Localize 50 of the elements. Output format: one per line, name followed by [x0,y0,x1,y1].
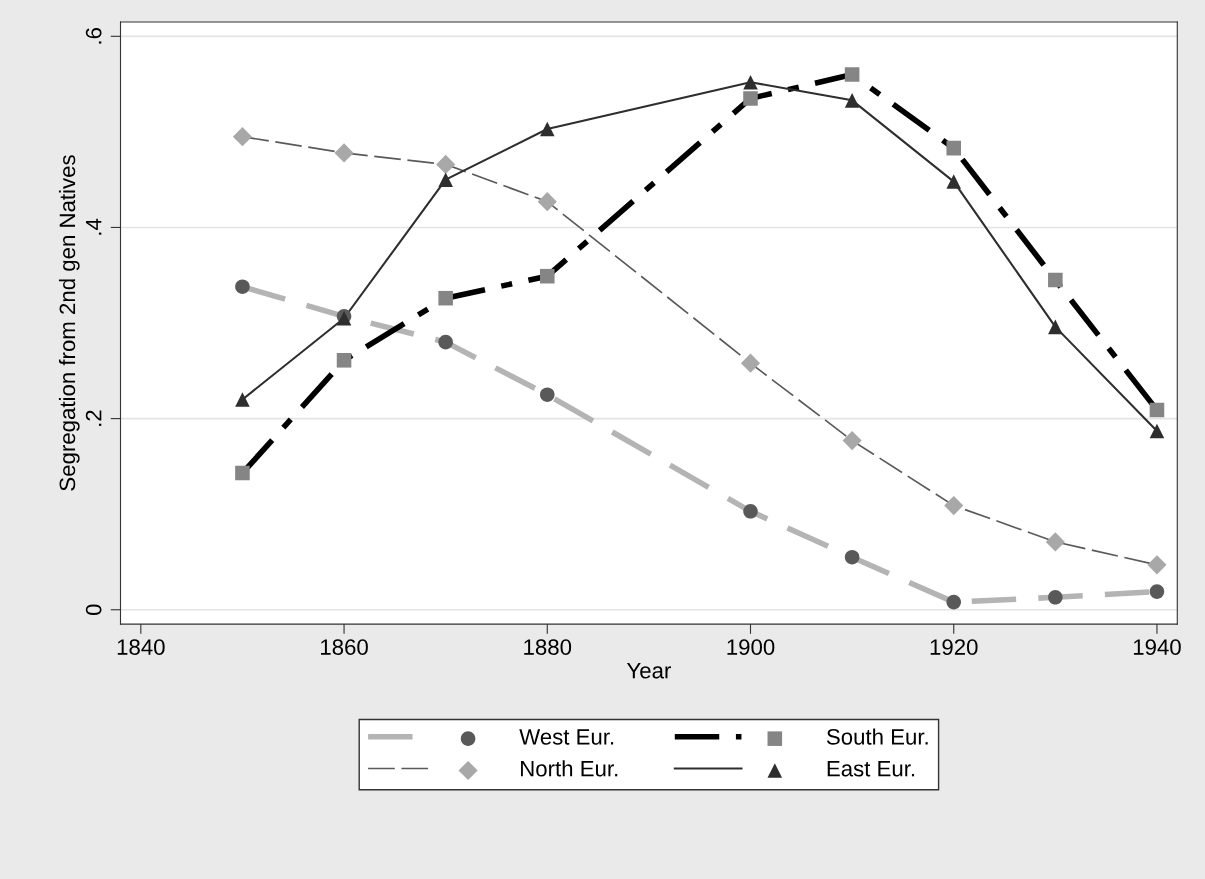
point [1149,402,1165,418]
point [438,290,453,306]
x-tick-label: 1920 [930,639,978,655]
y-axis-title: Segregation from 2nd gen Natives [58,155,80,491]
point [946,140,962,156]
point [844,67,860,82]
point [235,465,250,481]
point [537,192,557,212]
point [1147,555,1167,575]
point [436,154,456,174]
point [944,496,964,516]
legend-label: North Eur. [521,760,618,777]
point [743,504,758,519]
point [1048,590,1063,605]
point [540,387,555,402]
x-axis-title: Year [626,662,671,679]
x-tick-label: 1860 [321,639,368,655]
point [844,93,860,108]
point [946,594,962,610]
y-tick-label: .4 [86,218,102,235]
point [336,353,352,368]
legend-label: West Eur. [519,729,614,745]
point [235,279,250,294]
x-tick-label: 1880 [524,639,572,655]
point [235,392,250,407]
point [334,143,354,163]
point [232,127,253,147]
point [1048,319,1063,335]
x-tick-label: 1940 [1133,639,1181,655]
y-tick-label: .2 [85,410,102,426]
point [740,353,761,373]
point [540,268,555,284]
point [1149,584,1165,599]
point [1045,532,1065,552]
point [743,91,758,106]
y-tick-label: .6 [85,28,102,44]
point [946,174,962,189]
point [1149,423,1165,439]
point [844,549,860,565]
legend-label: South Eur. [826,728,928,745]
point [438,172,453,187]
point [743,74,758,90]
x-tick-label: 1900 [727,639,775,655]
point [1048,272,1063,288]
point [842,431,862,451]
y-tick-label: 0 [85,604,102,616]
legend-label: East Eur. [827,761,915,777]
point [438,334,453,350]
x-tick-label: 1840 [117,639,165,655]
point [540,121,555,137]
